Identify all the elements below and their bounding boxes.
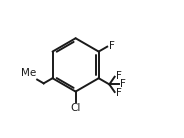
Text: Me: Me xyxy=(21,68,36,79)
Text: F: F xyxy=(116,71,122,81)
Text: Cl: Cl xyxy=(70,103,81,113)
Text: F: F xyxy=(120,79,126,89)
Text: F: F xyxy=(109,41,115,51)
Text: F: F xyxy=(116,87,122,98)
